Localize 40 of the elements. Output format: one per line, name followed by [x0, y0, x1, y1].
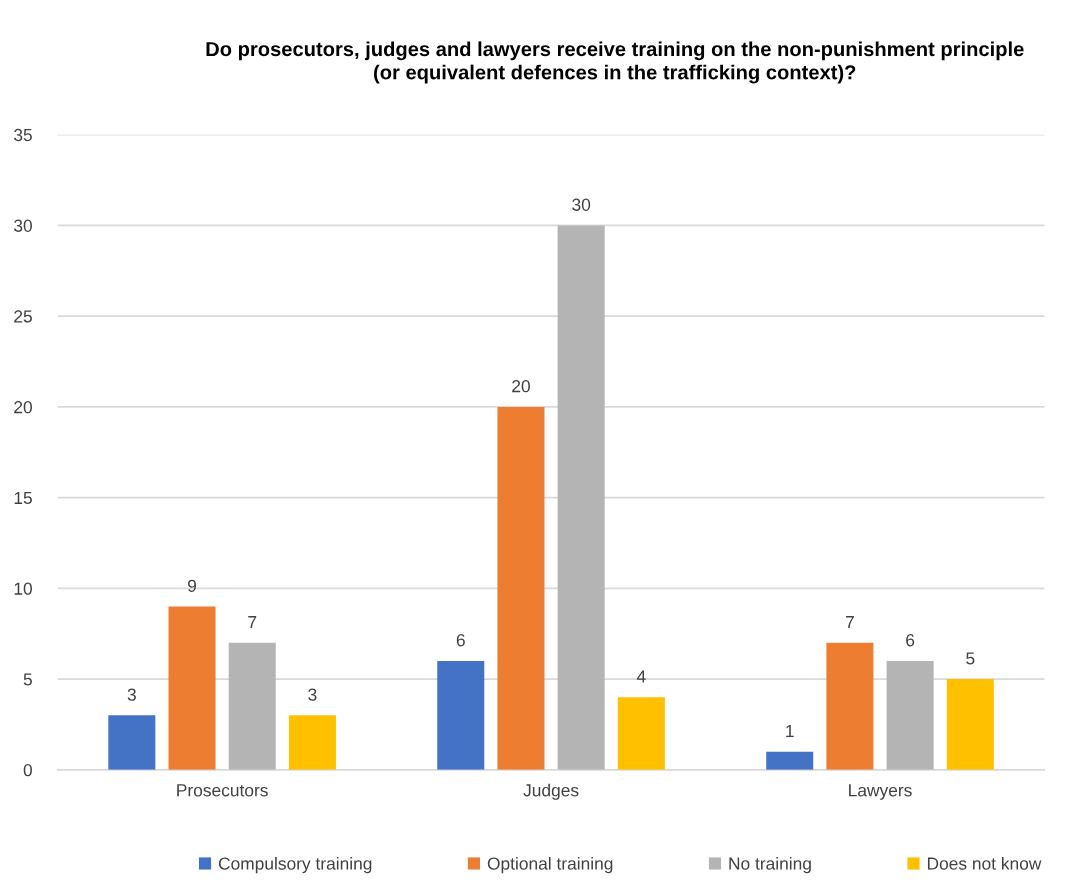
- bar: [617, 697, 665, 770]
- data-label: 3: [308, 688, 317, 701]
- bar: [168, 606, 216, 770]
- legend-label: Compulsory training: [218, 856, 372, 874]
- y-tick-label: 20: [14, 401, 32, 414]
- bar: [886, 660, 934, 770]
- data-label: 5: [966, 652, 975, 665]
- x-tick-label: Prosecutors: [177, 784, 268, 797]
- bar: [497, 406, 545, 770]
- bar: [437, 660, 485, 770]
- bar: [946, 679, 994, 770]
- x-tick-label: Lawyers: [849, 784, 912, 800]
- data-label: 20: [512, 380, 530, 393]
- bar: [288, 715, 336, 770]
- x-tick-label: Judges: [523, 783, 579, 800]
- data-label: 6: [906, 634, 915, 647]
- data-label: 7: [845, 616, 854, 629]
- data-label: 6: [456, 634, 465, 647]
- data-label: 30: [572, 198, 591, 211]
- chart-title: Do prosecutors, judges and lawyers receive training on the non-punishment principle (or equivalent defences in the trafficking context)?: [206, 41, 1024, 84]
- y-tick-label: 10: [14, 582, 32, 595]
- y-tick-label: 5: [23, 673, 32, 686]
- bar: [228, 642, 276, 770]
- y-tick-label: 15: [14, 491, 32, 505]
- data-label: 9: [188, 579, 197, 592]
- data-label: 3: [127, 688, 136, 701]
- legend-label: No training: [729, 856, 811, 874]
- data-label: 1: [786, 724, 794, 737]
- data-label: 4: [636, 670, 646, 683]
- y-tick-label: 0: [23, 763, 32, 777]
- legend-label: Does not know: [927, 856, 1042, 870]
- data-label: 7: [248, 616, 257, 629]
- bar: [108, 715, 156, 770]
- y-tick-label: 30: [14, 219, 32, 232]
- legend-label: Optional training: [487, 856, 613, 874]
- y-tick-label: 35: [14, 128, 32, 142]
- y-tick-label: 25: [14, 310, 32, 323]
- bar: [557, 225, 605, 770]
- bar: [826, 642, 874, 770]
- bar: [766, 751, 814, 770]
